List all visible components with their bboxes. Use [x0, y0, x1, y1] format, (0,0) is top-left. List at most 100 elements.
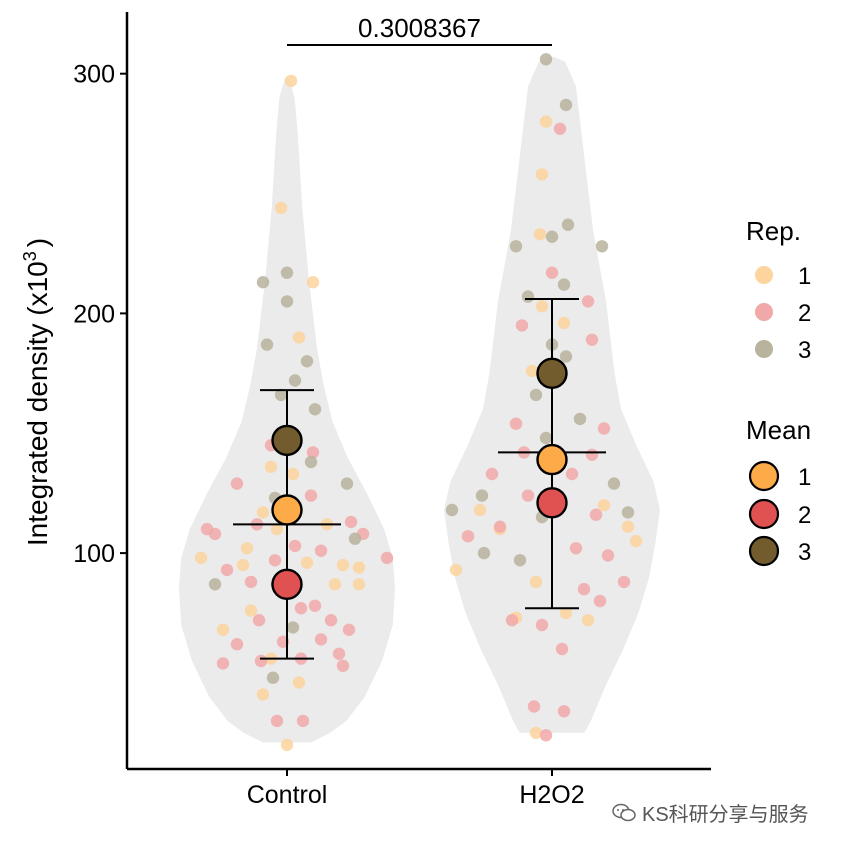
- data-point: [535, 300, 549, 313]
- x-tick-label: H2O2: [519, 781, 584, 809]
- data-point: [461, 530, 475, 543]
- data-point: [256, 506, 270, 519]
- data-point: [525, 364, 539, 378]
- data-point: [581, 614, 595, 627]
- data-point: [274, 388, 288, 402]
- data-point: [475, 489, 489, 502]
- data-point: [306, 446, 320, 459]
- data-point: [244, 604, 258, 617]
- data-point: [617, 575, 631, 589]
- data-point: [545, 230, 559, 243]
- data-point: [286, 467, 300, 481]
- replicate-means: [271, 357, 568, 600]
- legend-mean-2-label: 2: [798, 502, 811, 529]
- data-point: [314, 544, 328, 557]
- data-point: [521, 290, 535, 303]
- y-axis-title: Integrated density (x103): [20, 238, 53, 546]
- data-point: [352, 561, 366, 574]
- legend-rep-title: Rep.: [746, 216, 801, 246]
- legend-mean-1-label: 1: [798, 464, 811, 491]
- data-point: [220, 563, 234, 577]
- data-point: [288, 539, 302, 553]
- violins: [179, 56, 660, 743]
- data-point: [240, 542, 254, 555]
- data-point: [573, 412, 587, 426]
- data-point: [607, 477, 621, 490]
- data-point: [539, 53, 553, 66]
- data-point: [260, 338, 274, 351]
- data-point: [194, 551, 208, 565]
- data-point: [344, 515, 358, 529]
- data-point: [577, 582, 591, 596]
- data-point: [539, 431, 553, 445]
- data-point: [342, 623, 356, 636]
- data-point: [300, 556, 314, 569]
- data-point: [535, 168, 549, 181]
- rep-mean-control-3: [271, 424, 303, 457]
- data-point: [274, 201, 288, 215]
- data-point: [340, 477, 354, 490]
- data-point: [236, 558, 250, 572]
- data-point: [559, 350, 573, 363]
- data-point: [535, 618, 549, 632]
- data-point: [545, 266, 559, 279]
- data-point: [268, 554, 282, 567]
- x-tick-label: Control: [247, 781, 328, 809]
- data-point: [509, 417, 523, 430]
- data-point: [216, 657, 230, 670]
- data-point: [555, 642, 569, 656]
- data-point: [521, 489, 535, 502]
- data-point: [527, 700, 541, 713]
- data-point: [256, 688, 270, 701]
- rep-mean-control-2: [271, 568, 303, 600]
- data-point: [294, 602, 308, 615]
- data-point: [254, 654, 268, 668]
- legend-mean-title: Mean: [746, 415, 811, 445]
- data-point: [493, 520, 507, 533]
- watermark: KS科研分享与服务: [612, 798, 809, 827]
- data-point: [533, 228, 547, 241]
- data-point: [292, 331, 306, 344]
- data-point: [595, 240, 609, 253]
- legend-mean-3-label: 3: [798, 539, 811, 566]
- data-point: [589, 508, 603, 521]
- data-point: [288, 374, 302, 387]
- data-point: [629, 534, 643, 548]
- data-point: [553, 122, 567, 135]
- legend-rep-1-label: 1: [798, 263, 811, 290]
- legend-rep-2-label: 2: [798, 300, 811, 327]
- data-point: [621, 520, 635, 533]
- data-point: [621, 506, 635, 519]
- data-point: [601, 549, 615, 562]
- data-point: [304, 489, 318, 502]
- y-tick-label: 100: [73, 540, 115, 568]
- data-point: [308, 599, 322, 612]
- data-point: [284, 74, 298, 88]
- rep-mean-h2o2-3: [536, 357, 568, 389]
- legend-mean: Mean 1 2 3: [746, 415, 811, 567]
- y-tick-label: 200: [73, 300, 115, 328]
- x-ticks: Control H2O2: [247, 769, 585, 809]
- data-point: [565, 467, 579, 481]
- data-point: [280, 266, 294, 279]
- data-point: [585, 448, 599, 461]
- data-point: [230, 477, 244, 490]
- data-point: [286, 621, 300, 634]
- data-point: [529, 726, 543, 740]
- data-point: [256, 276, 270, 289]
- data-point: [280, 738, 294, 752]
- data-point: [266, 671, 280, 684]
- legend-mean-2-swatch: [748, 498, 780, 530]
- data-point: [539, 729, 553, 742]
- data-point: [336, 558, 350, 572]
- data-point: [477, 546, 491, 560]
- legend-rep-2-swatch: [755, 303, 773, 321]
- data-point: [230, 638, 244, 651]
- legend-rep-3-label: 3: [798, 337, 811, 364]
- data-point: [348, 532, 362, 545]
- data-point: [581, 295, 595, 308]
- data-point: [561, 218, 575, 231]
- data-point: [216, 623, 230, 636]
- data-point: [597, 422, 611, 435]
